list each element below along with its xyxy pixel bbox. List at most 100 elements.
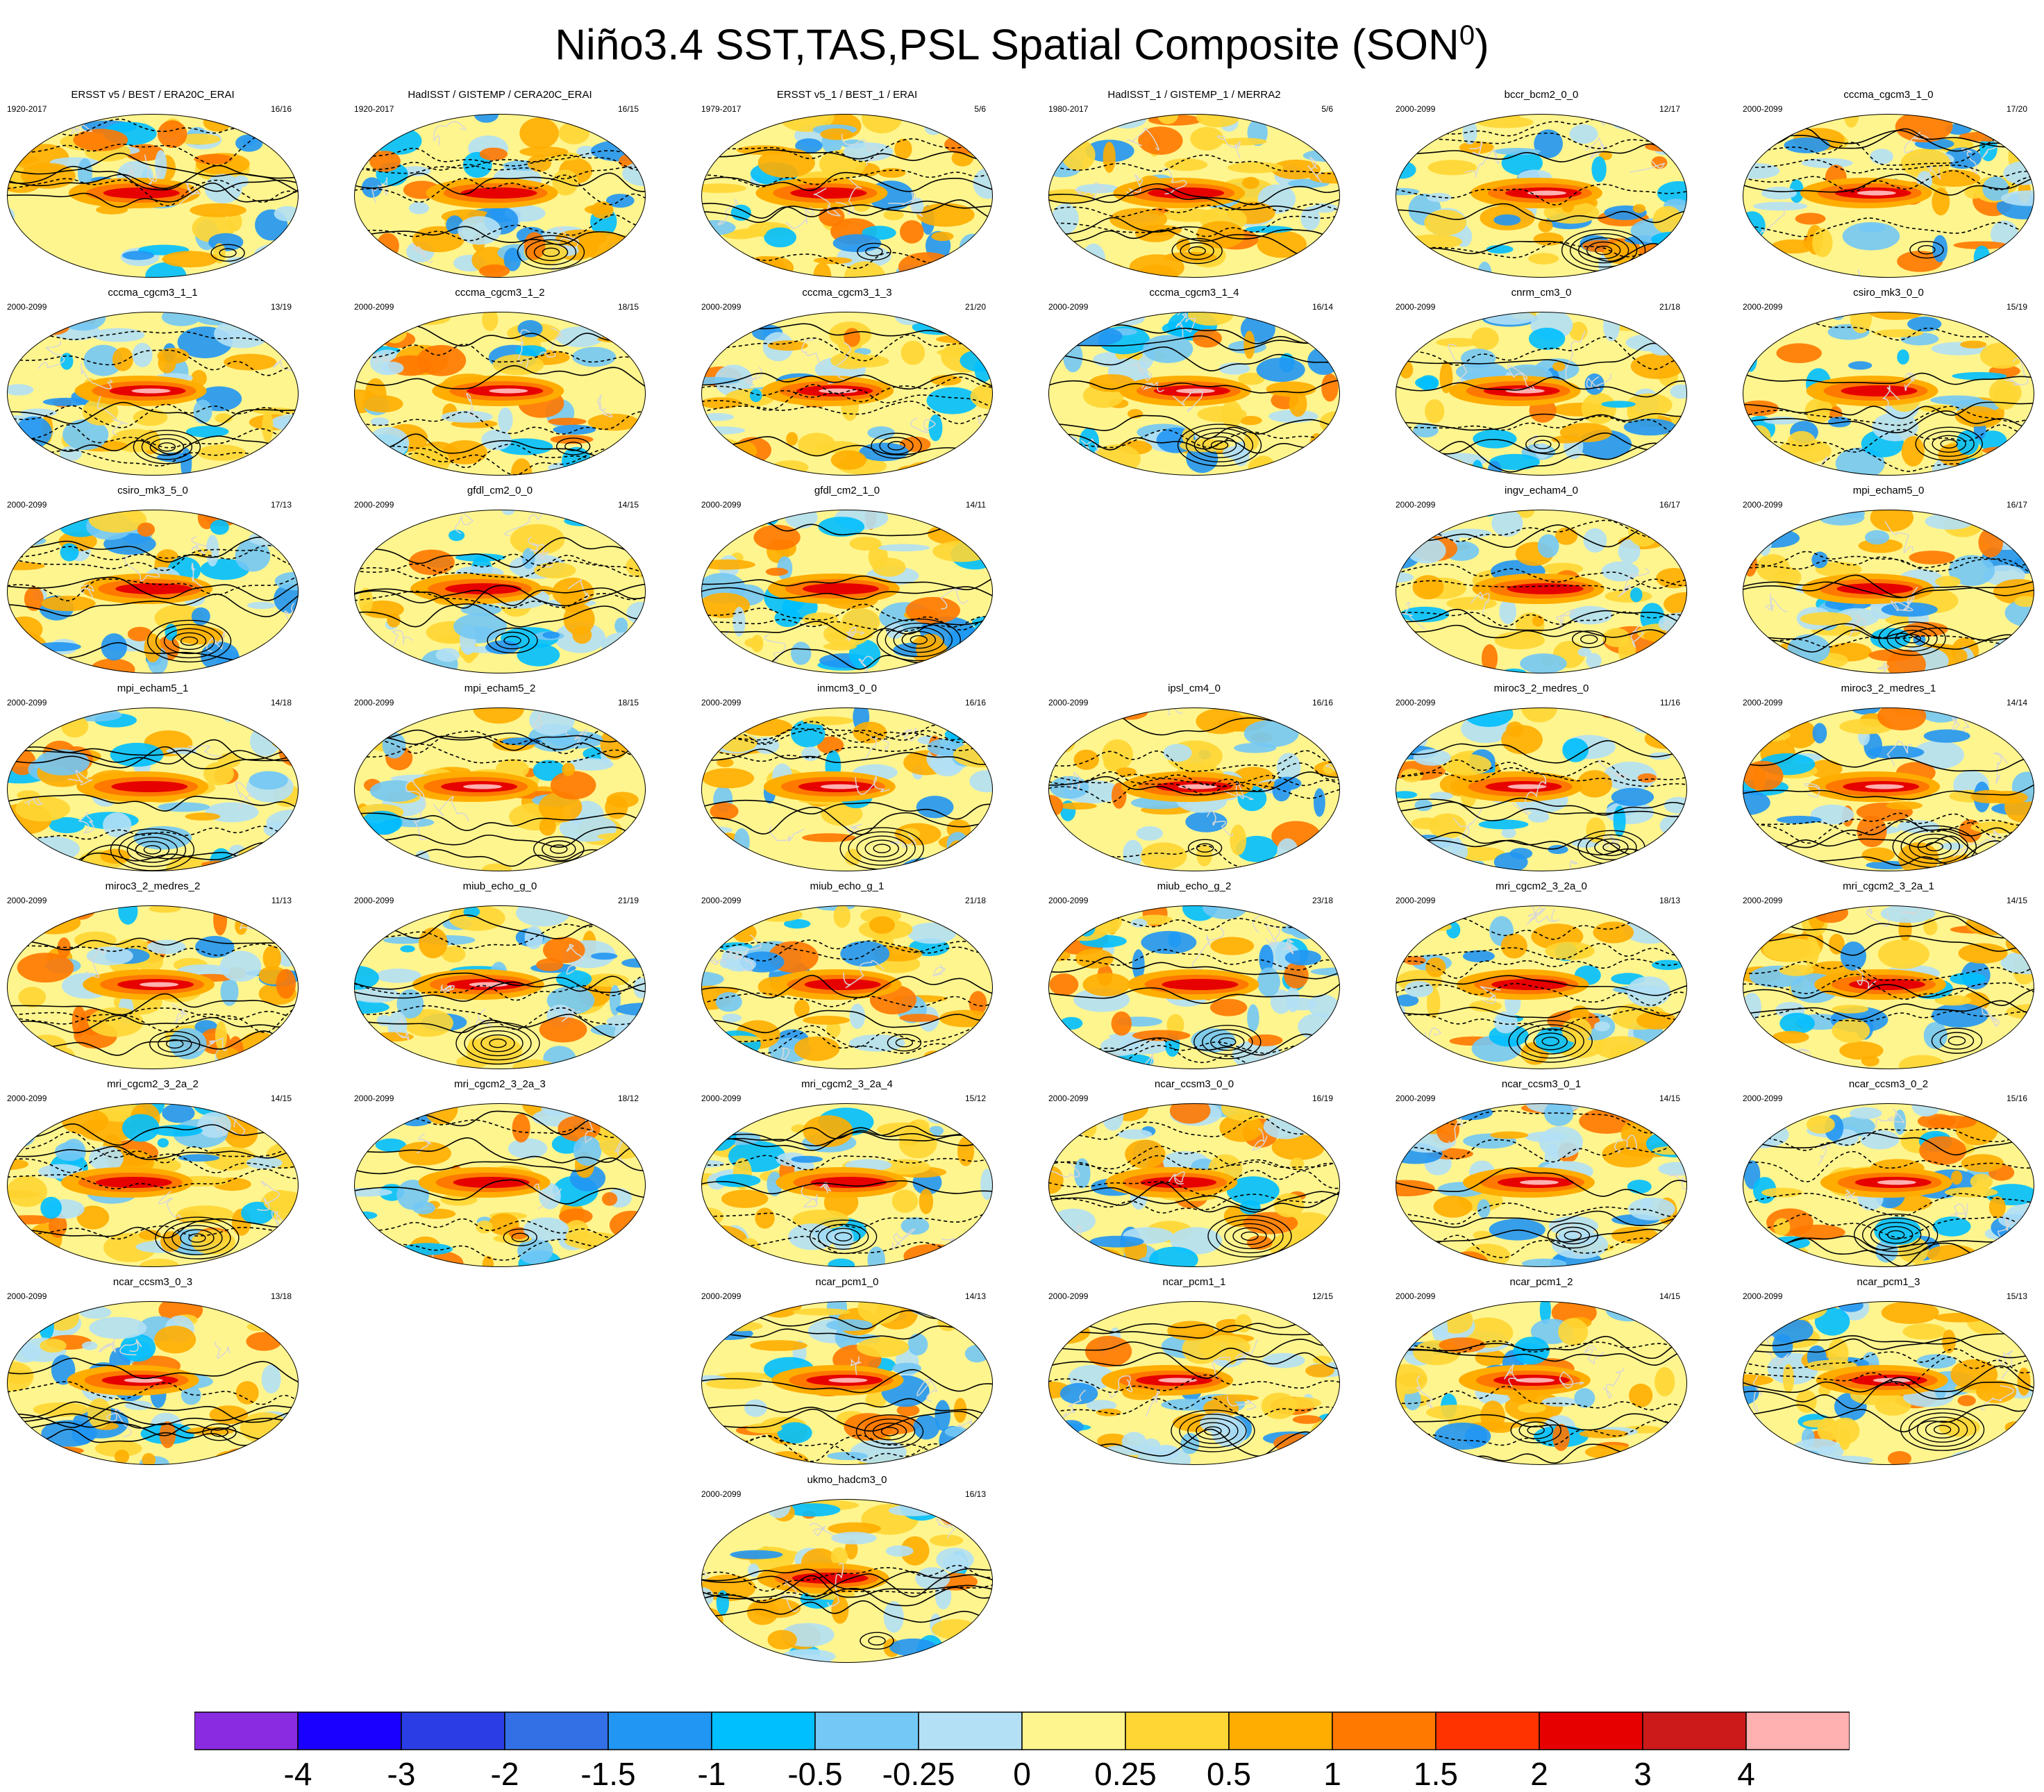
composite-map (1048, 707, 1340, 871)
panel-years: 2000-2099 (354, 500, 394, 510)
composite-map (7, 1103, 299, 1267)
panel-event-count: 18/13 (1659, 896, 1680, 905)
composite-map (354, 510, 646, 673)
panel-years: 2000-2099 (1048, 302, 1089, 312)
composite-map (1048, 114, 1340, 278)
map-panel: ncar_ccsm3_0_0 2000-2099 16/19 (1041, 1078, 1347, 1273)
composite-map (701, 1301, 993, 1465)
composite-map (1743, 114, 2034, 278)
composite-map (701, 905, 993, 1069)
panel-title: mri_cgcm2_3_2a_0 (1496, 880, 1587, 892)
composite-map (7, 707, 299, 871)
panel-years: 2000-2099 (354, 698, 394, 707)
map-panel: ncar_ccsm3_0_3 2000-2099 13/18 (0, 1276, 305, 1471)
panel-years: 2000-2099 (7, 500, 47, 510)
colorbar-svg (194, 1711, 1850, 1750)
composite-map (7, 312, 299, 476)
panel-years: 1920-2017 (354, 104, 394, 114)
panel-years: 2000-2099 (354, 1094, 394, 1103)
panel-event-count: 15/16 (2006, 1094, 2027, 1103)
panel-title: ncar_pcm1_0 (815, 1276, 879, 1288)
map-panel: HadISST_1 / GISTEMP_1 / MERRA2 1980-2017 5… (1041, 89, 1347, 283)
composite-map (354, 707, 646, 871)
panel-years: 2000-2099 (1396, 896, 1436, 905)
composite-map (701, 312, 993, 476)
panel-event-count: 14/18 (270, 698, 292, 707)
panel-years: 2000-2099 (1396, 1291, 1436, 1301)
colorbar-swatch (194, 1711, 299, 1750)
colorbar (194, 1711, 1850, 1750)
panel-title: mpi_echam5_0 (1852, 485, 1925, 496)
panel-event-count: 11/16 (1659, 698, 1680, 707)
title-superscript: 0 (1459, 20, 1475, 51)
colorbar-swatch (297, 1711, 402, 1750)
map-panel: gfdl_cm2_1_0 2000-2099 14/11 (694, 485, 1000, 679)
panel-title: HadISST_1 / GISTEMP_1 / MERRA2 (1107, 89, 1281, 101)
panel-years: 2000-2099 (7, 1094, 47, 1103)
composite-map (701, 1103, 993, 1267)
colorbar-tick-label: 1 (1323, 1756, 1341, 1792)
colorbar-tick-label: 0.25 (1094, 1756, 1157, 1792)
panel-title: ingv_echam4_0 (1505, 485, 1578, 496)
map-panel: cccma_cgcm3_1_1 2000-2099 13/19 (0, 287, 305, 481)
map-panel: mri_cgcm2_3_2a_4 2000-2099 15/12 (694, 1078, 1000, 1273)
map-panel: cnrm_cm3_0 2000-2099 21/18 (1389, 287, 1694, 481)
map-panel: csiro_mk3_0_0 2000-2099 15/19 (1736, 287, 2041, 481)
panel-title: inmcm3_0_0 (817, 683, 877, 694)
panel-years: 1920-2017 (7, 104, 47, 114)
panel-years: 2000-2099 (7, 698, 47, 707)
map-panel: mpi_echam5_0 2000-2099 16/17 (1736, 485, 2041, 679)
panel-title: ncar_pcm1_1 (1162, 1276, 1226, 1288)
panel-event-count: 14/15 (617, 500, 639, 510)
panel-years: 2000-2099 (1743, 698, 1783, 707)
composite-map (7, 510, 299, 673)
colorbar-swatch (1125, 1711, 1230, 1750)
panel-event-count: 14/13 (964, 1291, 986, 1301)
panel-title: ERSST v5 / BEST / ERA20C_ERAI (71, 89, 235, 101)
map-panel: ncar_ccsm3_0_1 2000-2099 14/15 (1389, 1078, 1694, 1273)
map-panel: cccma_cgcm3_1_4 2000-2099 16/14 (1041, 287, 1347, 481)
panel-years: 2000-2099 (701, 302, 742, 312)
panel-event-count: 12/17 (1659, 104, 1680, 114)
colorbar-tick-label: -4 (283, 1756, 312, 1792)
colorbar-swatch (1021, 1711, 1126, 1750)
panel-event-count: 14/15 (270, 1094, 292, 1103)
composite-map (1743, 707, 2034, 871)
map-panel: ncar_pcm1_0 2000-2099 14/13 (694, 1276, 1000, 1471)
colorbar-swatch (1435, 1711, 1540, 1750)
panel-years: 2000-2099 (1048, 1094, 1089, 1103)
map-panel: miroc3_2_medres_1 2000-2099 14/14 (1736, 683, 2041, 877)
panel-title: cccma_cgcm3_1_1 (108, 287, 198, 299)
colorbar-swatch (1745, 1711, 1850, 1750)
title-close: ) (1475, 21, 1489, 69)
colorbar-swatch (1228, 1711, 1333, 1750)
panel-title: cnrm_cm3_0 (1511, 287, 1572, 299)
panel-event-count: 23/18 (1312, 896, 1333, 905)
panel-event-count: 17/13 (270, 500, 292, 510)
map-panel: gfdl_cm2_0_0 2000-2099 14/15 (347, 485, 653, 679)
colorbar-tick-label: -2 (490, 1756, 519, 1792)
panel-event-count: 5/6 (974, 104, 986, 114)
panel-title: ERSST v5_1 / BEST_1 / ERAI (776, 89, 918, 101)
composite-map (1396, 1301, 1687, 1465)
panel-event-count: 16/17 (1659, 500, 1680, 510)
map-panel: ncar_pcm1_3 2000-2099 15/13 (1736, 1276, 2041, 1471)
panel-grid: ERSST v5 / BEST / ERA20C_ERAI 1920-2017 16… (0, 89, 2041, 1663)
panel-years: 2000-2099 (7, 896, 47, 905)
map-panel: ERSST v5 / BEST / ERA20C_ERAI 1920-2017 16… (0, 89, 305, 283)
panel-years: 2000-2099 (1396, 302, 1436, 312)
panel-years: 2000-2099 (1743, 500, 1783, 510)
colorbar-swatch (814, 1711, 919, 1750)
panel-event-count: 17/20 (2006, 104, 2027, 114)
map-panel: miub_echo_g_1 2000-2099 21/18 (694, 880, 1000, 1075)
map-panel: miroc3_2_medres_2 2000-2099 11/13 (0, 880, 305, 1075)
panel-years: 1979-2017 (701, 104, 742, 114)
panel-event-count: 16/14 (1312, 302, 1333, 312)
panel-years: 2000-2099 (1396, 500, 1436, 510)
colorbar-tick-label: -0.25 (882, 1756, 955, 1792)
title-main: Niño3.4 SST,TAS,PSL Spatial Composite (S… (555, 21, 1459, 69)
panel-title: ncar_ccsm3_0_1 (1501, 1078, 1582, 1090)
map-panel: cccma_cgcm3_1_0 2000-2099 17/20 (1736, 89, 2041, 283)
composite-map (7, 905, 299, 1069)
panel-event-count: 15/12 (964, 1094, 986, 1103)
